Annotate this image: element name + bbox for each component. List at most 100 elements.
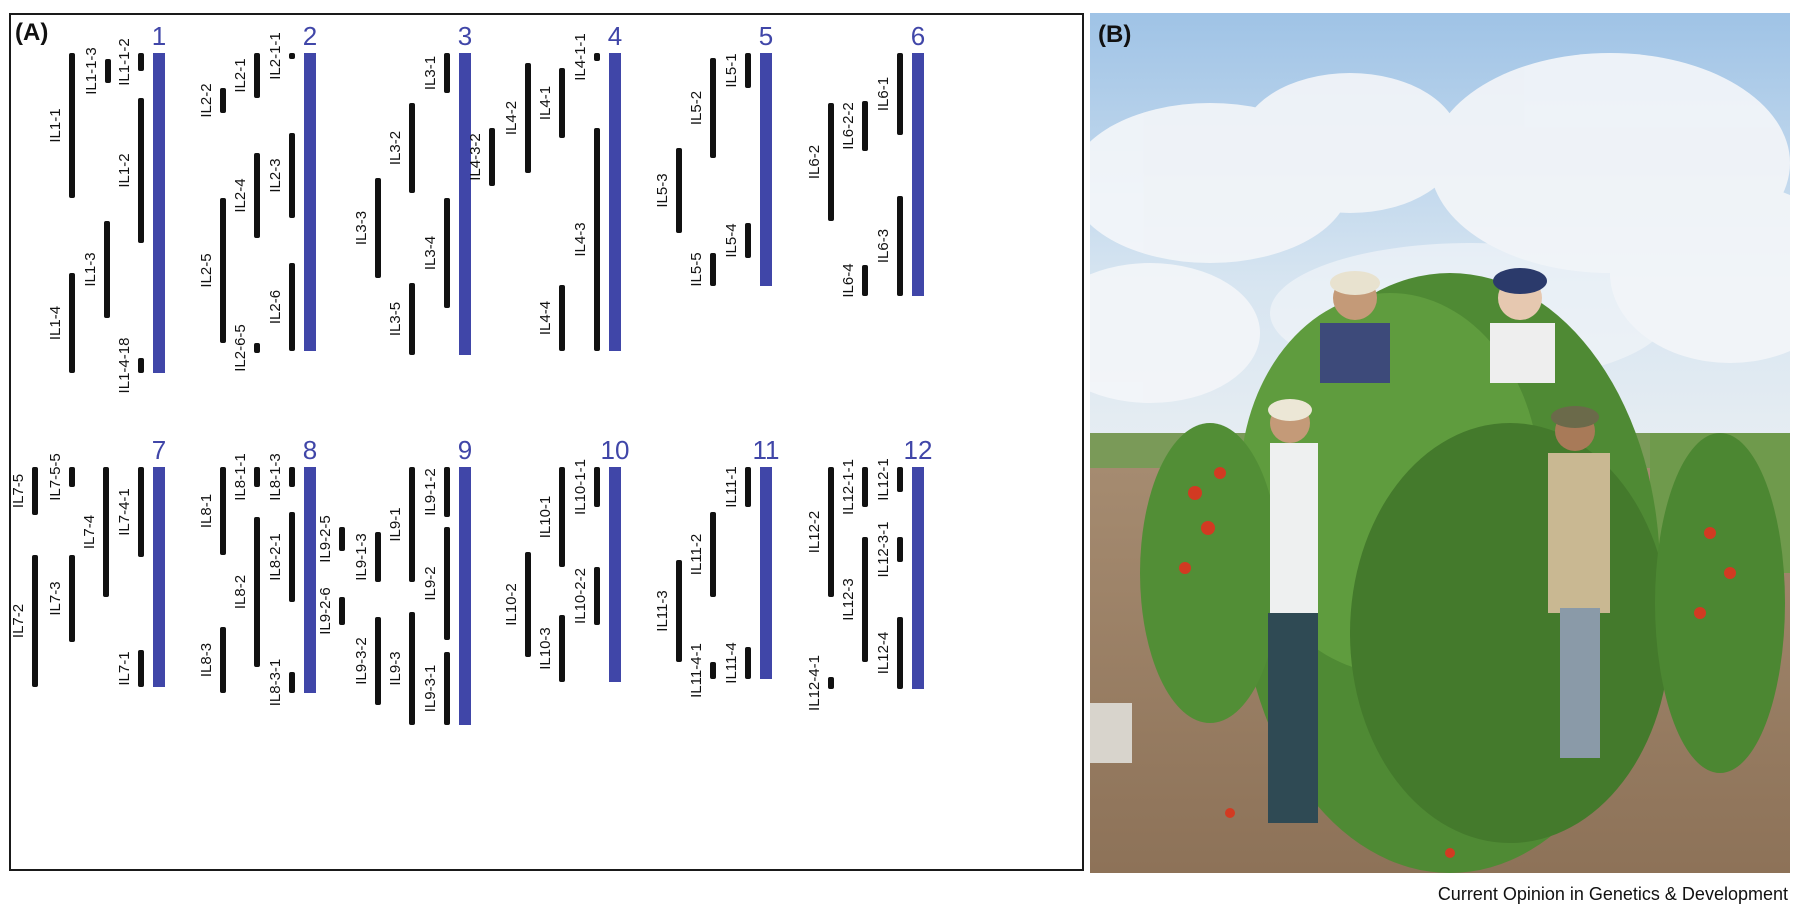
il-segment-IL11-2 (710, 512, 716, 597)
chromosome-10-number: 10 (601, 435, 630, 465)
il-label-IL3-3: IL3-3 (353, 211, 370, 245)
il-label-IL3-1: IL3-1 (422, 56, 439, 90)
il-label-IL9-2: IL9-2 (422, 566, 439, 600)
il-segment-IL1-4 (69, 273, 75, 373)
il-label-IL5-5: IL5-5 (688, 252, 705, 286)
chromosome-4-bar (609, 53, 621, 351)
il-segment-IL9-2-5 (339, 527, 345, 551)
il-segment-IL9-3 (409, 612, 415, 725)
il-segment-IL4-2 (525, 63, 531, 173)
il-label-IL5-4: IL5-4 (723, 223, 740, 257)
il-segment-IL12-3-1 (897, 537, 903, 562)
tomatoes (1179, 467, 1736, 858)
il-label-IL8-2: IL8-2 (232, 575, 249, 609)
il-segment-IL3-1 (444, 53, 450, 93)
il-label-IL9-2-5: IL9-2-5 (317, 515, 334, 563)
il-label-IL11-4: IL11-4 (723, 642, 740, 683)
il-segment-IL10-1-1 (594, 467, 600, 507)
il-segment-IL5-5 (710, 253, 716, 286)
il-segment-IL2-6-5 (254, 343, 260, 353)
panel-a-introgression-lines: 1 IL1-1-3 IL1-1-2 IL1-1 IL1-2 IL1-3 IL1-4 IL1-4… (9, 13, 1084, 871)
person-left-back (1320, 271, 1390, 383)
il-label-IL5-3: IL5-3 (654, 173, 671, 207)
panel-b-label: (B) (1098, 21, 1132, 48)
il-label-IL6-2: IL6-2 (806, 145, 823, 179)
il-segment-IL10-2-2 (594, 567, 600, 625)
il-segment-IL9-2 (444, 527, 450, 640)
il-segment-IL1-4-18 (138, 358, 144, 373)
il-segment-IL9-3-2 (375, 617, 381, 705)
il-segment-IL4-1 (559, 68, 565, 138)
panel-b-field-photo: (B) (1090, 13, 1790, 873)
chromosome-4-number: 4 (608, 21, 622, 51)
person-left-front (1268, 399, 1318, 823)
il-segment-IL8-1-3 (289, 467, 295, 487)
il-label-IL2-5: IL2-5 (198, 253, 215, 287)
il-segment-IL12-3 (862, 537, 868, 662)
il-segment-IL9-1-2 (444, 467, 450, 517)
il-label-IL7-5: IL7-5 (11, 474, 27, 508)
il-segment-IL3-4 (444, 198, 450, 308)
il-label-IL2-6: IL2-6 (267, 290, 284, 324)
il-segment-IL11-1 (745, 467, 751, 507)
chromosome-6-bar (912, 53, 924, 296)
il-label-IL3-4: IL3-4 (422, 236, 439, 270)
il-label-IL7-1: IL7-1 (116, 651, 133, 685)
il-segment-IL1-1-2 (138, 53, 144, 71)
il-label-IL6-2-2: IL6-2-2 (840, 102, 857, 150)
il-segment-IL8-1-1 (254, 467, 260, 487)
il-label-IL4-3-2: IL4-3-2 (467, 133, 484, 181)
panel-a-label: (A) (15, 19, 49, 46)
il-segment-IL5-2 (710, 58, 716, 158)
il-label-IL12-3: IL12-3 (840, 578, 857, 621)
crate (1090, 703, 1132, 763)
il-label-IL10-2: IL10-2 (503, 583, 520, 626)
il-label-IL5-1: IL5-1 (723, 53, 740, 87)
chromosome-5-bar (760, 53, 772, 286)
il-segment-IL12-4 (897, 617, 903, 689)
il-label-IL1-4: IL1-4 (47, 306, 64, 340)
il-segment-IL8-2 (254, 517, 260, 667)
il-segment-IL11-3 (676, 560, 682, 662)
il-label-IL6-1: IL6-1 (875, 77, 892, 111)
il-segment-IL10-3 (559, 615, 565, 682)
il-label-IL11-3: IL11-3 (654, 590, 671, 631)
chromosome-2-bar (304, 53, 316, 351)
il-segment-IL9-1-3 (375, 532, 381, 582)
il-label-IL1-3: IL1-3 (82, 252, 99, 286)
il-segment-IL9-3-1 (444, 652, 450, 725)
il-label-IL12-2: IL12-2 (806, 511, 823, 554)
il-label-IL11-4-1: IL11-4-1 (688, 643, 705, 698)
il-segment-IL4-3 (594, 128, 600, 351)
il-segment-IL2-6 (289, 263, 295, 351)
il-segment-IL2-1 (254, 53, 260, 98)
il-segment-IL7-5 (32, 467, 38, 515)
chromosome-11-bar (760, 467, 772, 679)
il-label-IL4-1-1: IL4-1-1 (572, 33, 589, 81)
chromosome-7-number: 7 (152, 435, 166, 465)
il-label-IL8-1: IL8-1 (198, 494, 215, 528)
il-label-IL2-6-5: IL2-6-5 (232, 324, 249, 372)
il-label-IL12-4-1: IL12-4-1 (806, 655, 823, 711)
il-label-IL6-4: IL6-4 (840, 263, 857, 297)
il-segment-IL3-2 (409, 103, 415, 193)
chromosome-9-number: 9 (458, 435, 472, 465)
il-label-IL5-2: IL5-2 (688, 91, 705, 125)
il-segment-IL8-3 (220, 627, 226, 693)
il-label-IL10-1: IL10-1 (537, 496, 554, 539)
chromosome-6-number: 6 (911, 21, 925, 51)
il-segment-IL6-3 (897, 196, 903, 296)
il-segment-IL6-1 (897, 53, 903, 135)
il-label-IL8-1-3: IL8-1-3 (267, 453, 284, 501)
il-segment-IL2-4 (254, 153, 260, 238)
il-segment-IL3-3 (375, 178, 381, 278)
chromosome-9-bar (459, 467, 471, 725)
il-segment-IL9-1 (409, 467, 415, 582)
person-right-back (1490, 268, 1555, 383)
il-segment-IL1-1-3 (105, 59, 111, 83)
il-segment-IL9-2-6 (339, 597, 345, 625)
il-label-IL9-1-2: IL9-1-2 (422, 468, 439, 516)
il-label-IL12-1: IL12-1 (875, 458, 892, 501)
chromosome-3-bar (459, 53, 471, 355)
il-segment-IL7-5-5 (69, 467, 75, 487)
